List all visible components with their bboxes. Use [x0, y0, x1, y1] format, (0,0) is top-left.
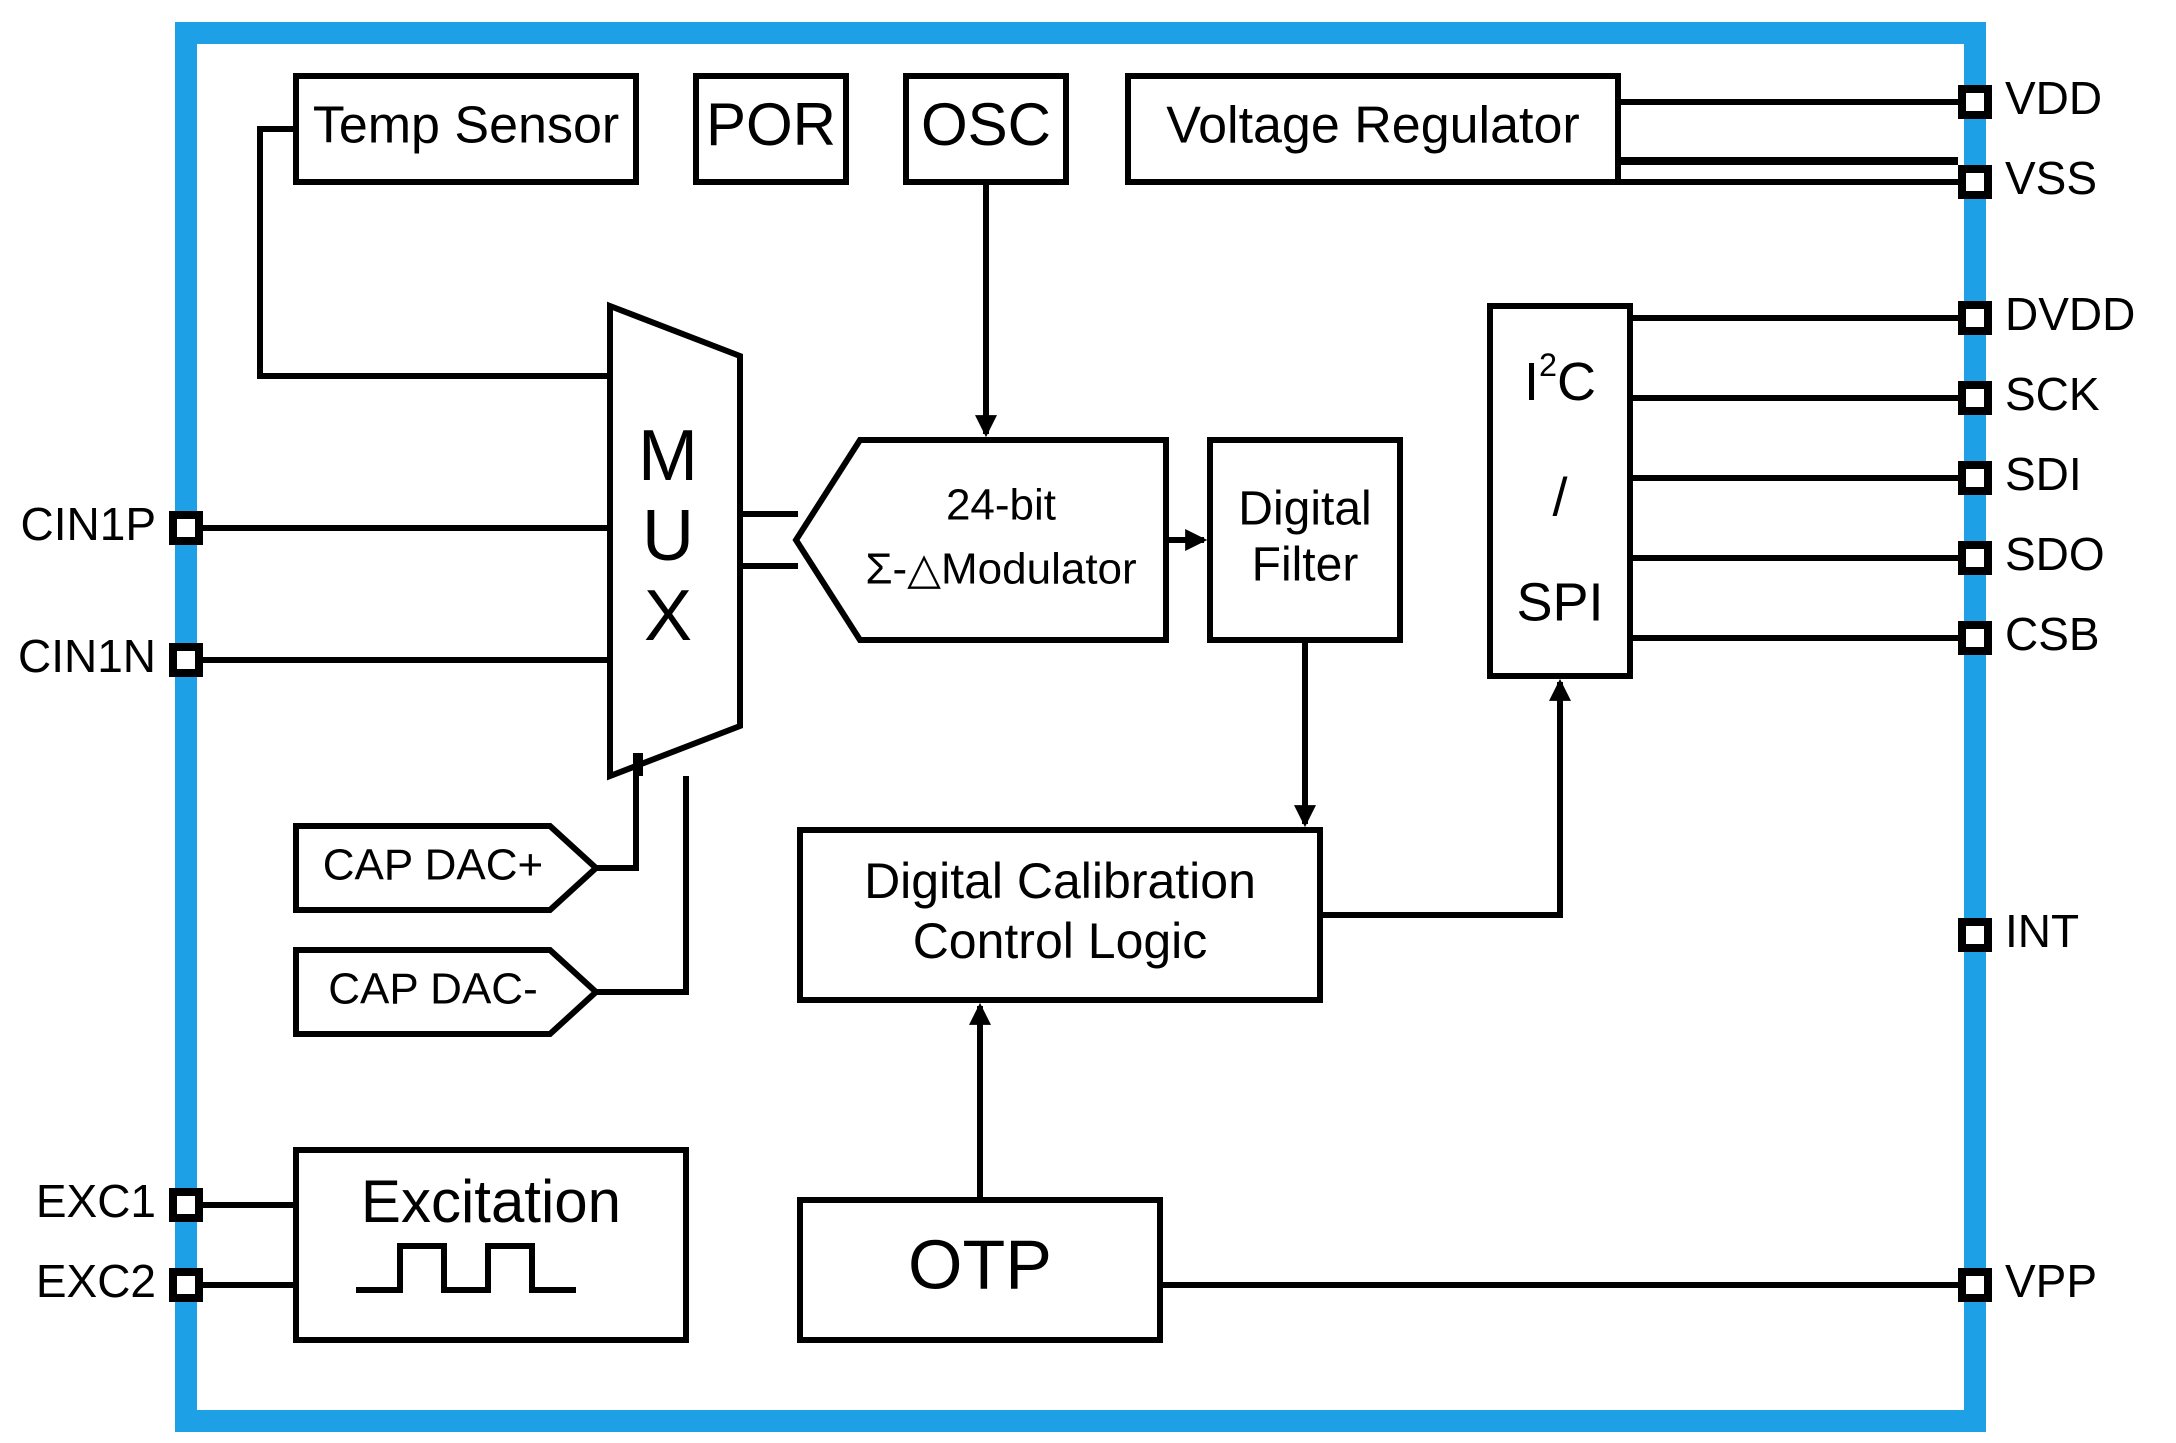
svg-text:Digital Calibration: Digital Calibration [864, 853, 1256, 909]
block-osc: OSC [906, 76, 1066, 182]
block-capdac-minus: CAP DAC- [296, 950, 596, 1034]
pin [1958, 621, 1992, 655]
svg-text:POR: POR [706, 91, 836, 158]
pin-label-exc1: EXC1 [36, 1175, 156, 1227]
pin-label-dvdd: DVDD [2005, 288, 2135, 340]
block-voltage-regulator: Voltage Regulator [1128, 76, 1618, 182]
block-digital-calibration: Digital CalibrationControl Logic [800, 830, 1320, 1000]
svg-text:Voltage Regulator: Voltage Regulator [1166, 97, 1579, 155]
pin [169, 511, 203, 545]
svg-text:Excitation: Excitation [361, 1168, 621, 1235]
pin-label-vdd: VDD [2005, 72, 2102, 124]
svg-text:CAP DAC+: CAP DAC+ [323, 841, 544, 890]
svg-text:OSC: OSC [921, 91, 1051, 158]
block-i2c-spi: I2C / SPI [1490, 306, 1630, 676]
pin [1958, 918, 1992, 952]
block-por: POR [696, 76, 846, 182]
pin-label-sdi: SDI [2005, 448, 2082, 500]
svg-text:24-bit: 24-bit [946, 481, 1056, 530]
wire-calib-i2c [1320, 682, 1560, 915]
svg-text:Temp Sensor: Temp Sensor [313, 97, 619, 155]
block-temp-sensor: Temp Sensor [296, 76, 636, 182]
pin [169, 643, 203, 677]
block-modulator: 24-bit Σ-△Modulator [796, 440, 1166, 640]
pin [1958, 301, 1992, 335]
pin [169, 1268, 203, 1302]
svg-text:I2C: I2C [1524, 347, 1596, 413]
svg-text:CAP DAC-: CAP DAC- [328, 965, 537, 1014]
pin [1958, 1268, 1992, 1302]
block-digital-filter: DigitalFilter [1210, 440, 1400, 640]
svg-text:OTP: OTP [908, 1225, 1052, 1303]
block-otp: OTP [800, 1200, 1160, 1340]
pin [1958, 85, 1992, 119]
svg-text:Control Logic: Control Logic [913, 913, 1208, 969]
pin [169, 1188, 203, 1222]
svg-text:Filter: Filter [1252, 539, 1359, 592]
pin-label-cin1p: CIN1P [21, 498, 156, 550]
pin [1958, 461, 1992, 495]
pin-label-exc2: EXC2 [36, 1255, 156, 1307]
pin-label-cin1n: CIN1N [18, 630, 156, 682]
block-capdac-plus: CAP DAC+ [296, 826, 596, 910]
pin [1958, 541, 1992, 575]
pin-label-vss: VSS [2005, 152, 2097, 204]
svg-text:MUX: MUX [638, 416, 700, 656]
block-mux: MUX [610, 306, 740, 776]
block-excitation: Excitation [296, 1150, 686, 1340]
svg-text:Σ-△Modulator: Σ-△Modulator [865, 545, 1136, 594]
pin [1958, 381, 1992, 415]
pin-label-vpp: VPP [2005, 1255, 2097, 1307]
pin-label-sck: SCK [2005, 368, 2100, 420]
pin [1958, 165, 1992, 199]
pin-label-csb: CSB [2005, 608, 2100, 660]
wire-capdacm-mux [596, 776, 686, 992]
svg-text:Digital: Digital [1238, 483, 1371, 536]
svg-text:/: / [1552, 467, 1567, 527]
pin-label-sdo: SDO [2005, 528, 2105, 580]
pin-label-int: INT [2005, 905, 2079, 957]
svg-text:SPI: SPI [1516, 572, 1603, 632]
